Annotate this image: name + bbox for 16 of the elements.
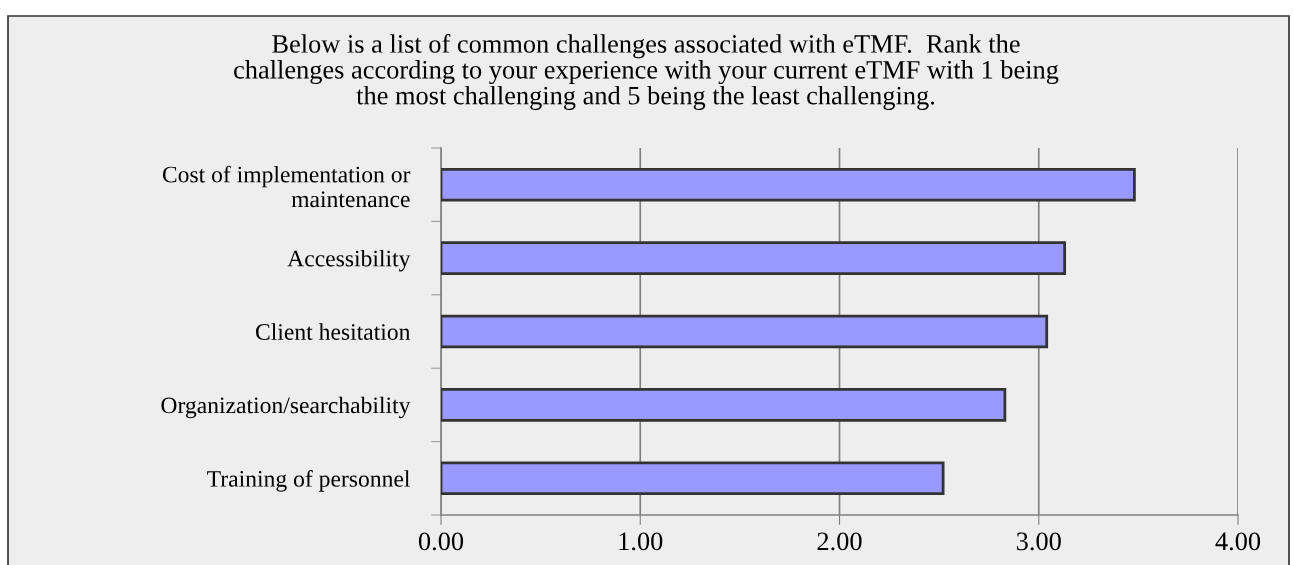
x-tick-label: 3.00 <box>1016 532 1061 551</box>
x-tick-label: 0.00 <box>418 532 464 551</box>
y-tick-label: Organization/searchability <box>161 396 411 419</box>
x-tick-label: 1.00 <box>619 532 663 551</box>
bar <box>441 167 1136 202</box>
y-tick-label: Accessibility <box>287 249 411 272</box>
x-tick-label: 2.00 <box>817 532 862 551</box>
chart-title: Below is a list of common challenges associated with eTMF. Rank the challenges according to your experience with your current eTMF with 1 being the most challenging and 5 being the least challenging. <box>234 34 1059 110</box>
y-tick-label: Client hesitation <box>255 323 411 340</box>
y-tick-label: Cost of implementation or maintenance <box>162 165 411 208</box>
bar <box>441 461 945 496</box>
bar <box>441 241 1067 275</box>
x-tick-label: 4.00 <box>1215 532 1261 551</box>
bar <box>441 388 1007 422</box>
y-tick-label: Training of personnel <box>207 469 410 492</box>
bar <box>441 314 1049 349</box>
